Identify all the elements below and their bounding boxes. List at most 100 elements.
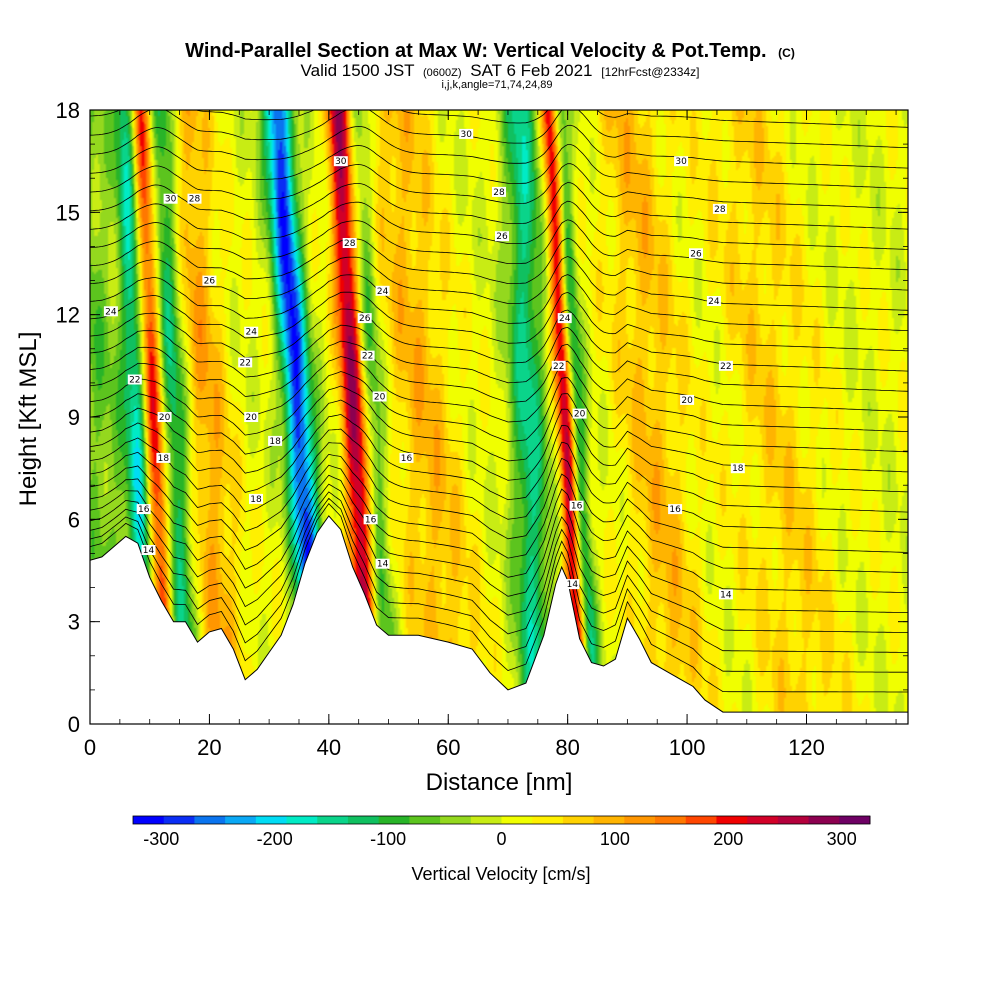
theta-contour-label: 24 (706, 296, 721, 307)
subtitle-utc: (0600Z) (423, 67, 462, 79)
theta-contour-line (90, 237, 908, 291)
theta-contour-line (90, 110, 908, 149)
svg-text:16: 16 (401, 454, 413, 464)
theta-contour-label: 22 (718, 360, 733, 372)
theta-contour-label: 14 (141, 545, 156, 556)
x-tick-label: 80 (555, 735, 579, 760)
subtitle-date: SAT 6 Feb 2021 (470, 61, 592, 80)
theta-contour-label: 16 (399, 452, 414, 464)
colorbar-swatch (317, 816, 349, 824)
colorbar-swatch (409, 816, 441, 824)
theta-contour-label: 30 (333, 156, 348, 167)
theta-contour-line (90, 474, 908, 613)
y-tick-label: 18 (56, 98, 80, 123)
theta-contour-label: 20 (572, 408, 587, 420)
svg-text:14: 14 (720, 590, 732, 600)
x-tick-label: 120 (788, 735, 825, 760)
svg-text:20: 20 (574, 410, 586, 420)
x-tick-label: 100 (669, 735, 706, 760)
theta-contour-label: 28 (342, 238, 357, 249)
theta-contour-line (90, 144, 908, 189)
colorbar-swatch (624, 816, 656, 824)
svg-text:20: 20 (245, 413, 257, 423)
theta-contour-label: 20 (680, 394, 695, 406)
colorbar-swatch (440, 816, 472, 824)
colorbar-label: Vertical Velocity [cm/s] (411, 864, 590, 884)
svg-text:30: 30 (165, 195, 177, 205)
theta-contour-line (90, 385, 908, 473)
theta-contour-label: 14 (375, 558, 390, 570)
theta-contour-label: 30 (674, 156, 689, 167)
colorbar-tick-label: 0 (496, 829, 506, 849)
svg-text:26: 26 (496, 232, 508, 242)
svg-text:18: 18 (732, 464, 744, 474)
theta-contour-label: 24 (103, 306, 118, 317)
theta-contour-label: 16 (569, 500, 584, 512)
theta-contour-line (90, 483, 908, 633)
y-tick-label: 6 (68, 507, 80, 532)
svg-text:18: 18 (269, 437, 281, 447)
y-axis-label: Height [Kft MSL] (15, 332, 42, 507)
colorbar-swatch (532, 816, 564, 824)
theta-contour-line (90, 491, 908, 653)
colorbar-swatch (716, 816, 748, 824)
svg-text:14: 14 (143, 546, 155, 556)
theta-contour-label: 18 (730, 463, 745, 474)
theta-contour-label: 24 (244, 326, 259, 338)
x-tick-label: 60 (436, 735, 460, 760)
theta-contour-label: 24 (557, 313, 572, 324)
svg-text:22: 22 (720, 362, 731, 372)
x-tick-label: 0 (84, 735, 96, 760)
colorbar-swatch (747, 816, 779, 824)
colorbar-swatch (562, 816, 595, 824)
y-tick-label: 15 (56, 200, 80, 225)
svg-text:18: 18 (158, 454, 170, 464)
colorbar-tick-label: 100 (600, 829, 630, 849)
svg-text:30: 30 (675, 157, 687, 167)
theta-contour-label: 14 (565, 579, 580, 590)
colorbar-swatch (685, 816, 717, 824)
theta-contour-line (90, 182, 908, 230)
svg-text:26: 26 (204, 277, 216, 287)
svg-text:28: 28 (344, 239, 356, 249)
svg-text:28: 28 (493, 188, 505, 198)
svg-text:20: 20 (159, 413, 171, 423)
theta-contour-label: 26 (202, 275, 217, 287)
terrain-mask (90, 515, 908, 724)
plot-area: 30 30 30 30 28 28 28 28 26 26 26 26 24 24 24 24 24 22 22 22… (89, 109, 909, 725)
svg-text:20: 20 (374, 393, 386, 403)
theta-contour-label: 30 (163, 193, 178, 205)
colorbar-swatch (133, 816, 165, 824)
theta-contour-label: 14 (718, 589, 733, 600)
svg-text:18: 18 (250, 495, 262, 505)
colorbar-swatch (163, 816, 195, 824)
svg-text:24: 24 (559, 314, 571, 324)
colorbar: -300 -200 -100 0 100 200 300 (132, 815, 871, 849)
colorbar-tick-label: -200 (257, 829, 293, 849)
theta-contour-line (90, 291, 908, 352)
chart-subtitle-indices: i,j,k,angle=71,74,24,89 (441, 79, 552, 91)
theta-contour-line (90, 308, 908, 372)
svg-text:30: 30 (460, 130, 472, 140)
theta-contour-line (90, 399, 908, 493)
colorbar-swatch (808, 816, 840, 824)
theta-contour-label: 28 (712, 203, 727, 215)
theta-contour-label: 20 (157, 412, 172, 423)
theta-contour-line (90, 163, 908, 210)
svg-text:22: 22 (362, 352, 373, 362)
theta-contour-line (90, 502, 908, 693)
theta-contour-label: 16 (668, 504, 683, 515)
colorbar-swatch (347, 816, 380, 824)
svg-text:26: 26 (359, 314, 371, 324)
colorbar-swatch (777, 816, 810, 824)
colorbar-swatch (255, 816, 288, 824)
theta-contour-line (90, 464, 908, 593)
colorbar-swatch (655, 816, 687, 824)
svg-text:16: 16 (669, 505, 681, 515)
colorbar-tick-label: -100 (370, 829, 406, 849)
theta-contour-label: 22 (238, 357, 253, 368)
theta-contour-line (90, 428, 908, 533)
theta-contour-line (90, 371, 908, 453)
theta-contour-label: 28 (492, 186, 506, 198)
colorbar-swatch (470, 816, 502, 824)
